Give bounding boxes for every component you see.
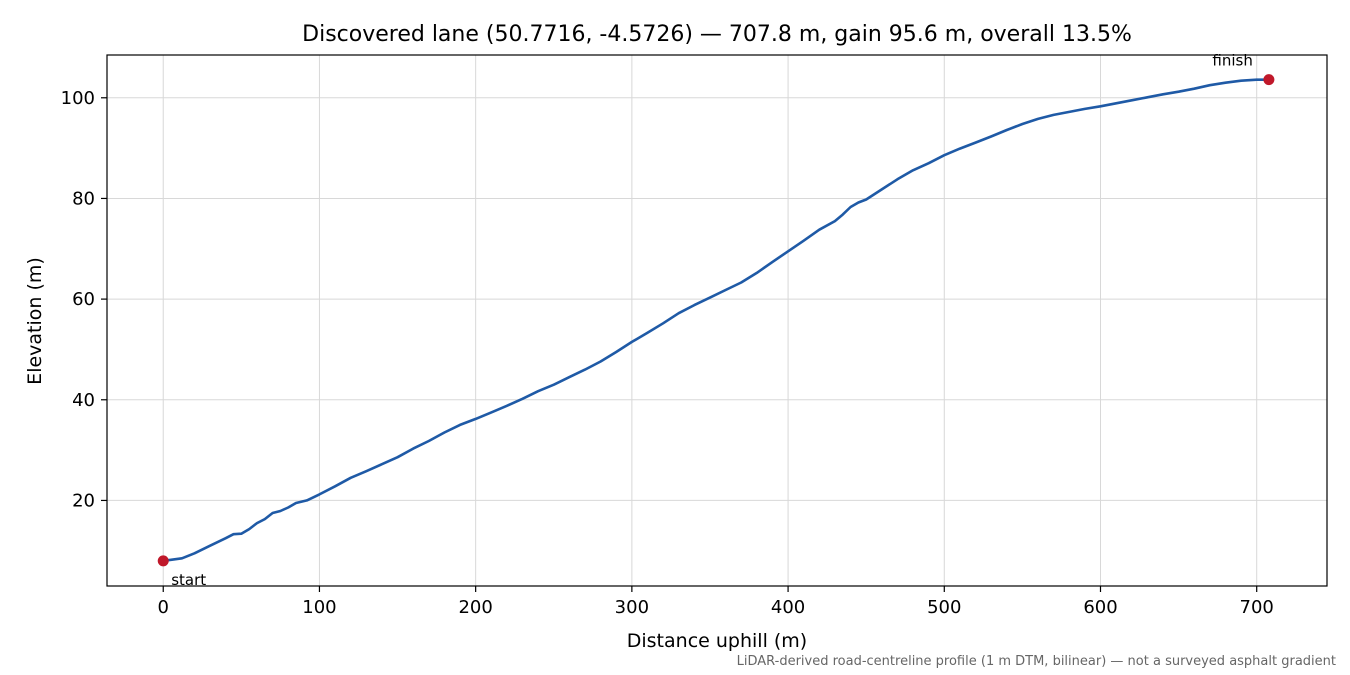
y-tick-label: 40 [72, 390, 95, 411]
finish-marker [1263, 74, 1275, 86]
x-axis-ticks: 0 100 200 300 400 500 600 700 [158, 586, 1274, 618]
x-tick-label: 100 [302, 597, 336, 618]
y-tick-label: 100 [61, 88, 95, 109]
x-tick-label: 400 [771, 597, 805, 618]
grid-lines [107, 55, 1327, 586]
y-tick-label: 60 [72, 289, 95, 310]
data-source-caption: LiDAR-derived road-centreline profile (1… [737, 654, 1336, 669]
x-tick-label: 600 [1083, 597, 1117, 618]
x-tick-label: 300 [615, 597, 649, 618]
x-axis-label: Distance uphill (m) [627, 630, 807, 652]
y-tick-label: 80 [72, 188, 95, 209]
y-axis-ticks: 20 40 60 80 100 [61, 88, 107, 511]
x-tick-label: 0 [158, 597, 169, 618]
plot-area-frame [106, 54, 1328, 587]
start-marker [157, 555, 169, 567]
start-annotation: start [171, 571, 206, 589]
elevation-line [161, 78, 1271, 563]
x-tick-label: 700 [1240, 597, 1274, 618]
x-tick-label: 200 [458, 597, 492, 618]
chart-title: Discovered lane (50.7716, -4.5726) — 707… [302, 22, 1132, 47]
x-tick-label: 500 [927, 597, 961, 618]
y-tick-label: 20 [72, 490, 95, 511]
finish-annotation: finish [1212, 52, 1252, 70]
y-axis-label: Elevation (m) [24, 257, 46, 385]
